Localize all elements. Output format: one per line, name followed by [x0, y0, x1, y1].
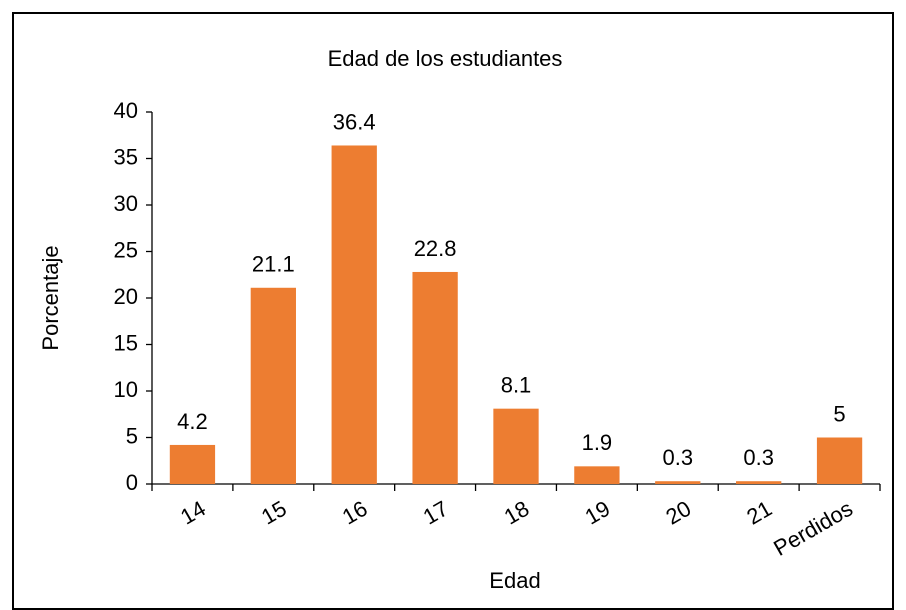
bar — [493, 408, 539, 484]
y-tick-label: 25 — [114, 237, 138, 262]
bar — [331, 145, 377, 485]
y-tick-label: 10 — [114, 377, 138, 402]
bar — [412, 271, 458, 484]
data-label: 5 — [833, 401, 845, 426]
x-axis-label: Edad — [489, 568, 540, 593]
chart-title: Edad de los estudiantes — [328, 46, 563, 71]
data-label: 22.8 — [414, 236, 457, 261]
y-tick-label: 20 — [114, 284, 138, 309]
data-label: 1.9 — [582, 430, 613, 455]
bar — [736, 481, 782, 484]
y-tick-label: 0 — [126, 470, 138, 495]
data-label: 4.2 — [177, 409, 208, 434]
data-label: 0.3 — [743, 445, 774, 470]
y-tick-label: 40 — [114, 98, 138, 123]
data-label: 36.4 — [333, 109, 376, 134]
y-tick-label: 15 — [114, 330, 138, 355]
y-axis-label: Porcentaje — [38, 245, 63, 350]
data-label: 0.3 — [662, 445, 693, 470]
bar — [169, 444, 216, 484]
bar — [816, 437, 863, 484]
bar — [250, 287, 296, 484]
data-label: 21.1 — [252, 252, 295, 277]
y-tick-label: 5 — [126, 423, 138, 448]
y-tick-label: 30 — [114, 191, 138, 216]
data-label: 8.1 — [501, 372, 532, 397]
bar — [655, 481, 701, 484]
bar — [574, 466, 620, 484]
y-tick-label: 35 — [114, 144, 138, 169]
